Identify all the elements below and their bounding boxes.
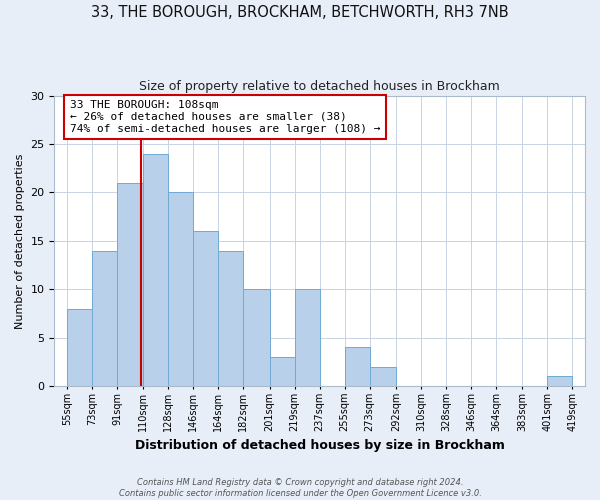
Bar — [117, 182, 143, 386]
Bar — [547, 376, 572, 386]
Y-axis label: Number of detached properties: Number of detached properties — [15, 153, 25, 328]
Text: 33 THE BOROUGH: 108sqm
← 26% of detached houses are smaller (38)
74% of semi-det: 33 THE BOROUGH: 108sqm ← 26% of detached… — [70, 100, 380, 134]
Title: Size of property relative to detached houses in Brockham: Size of property relative to detached ho… — [139, 80, 500, 93]
Bar — [169, 192, 193, 386]
Bar — [370, 366, 396, 386]
Text: Contains HM Land Registry data © Crown copyright and database right 2024.
Contai: Contains HM Land Registry data © Crown c… — [119, 478, 481, 498]
Bar — [193, 231, 218, 386]
Bar — [92, 250, 117, 386]
Text: 33, THE BOROUGH, BROCKHAM, BETCHWORTH, RH3 7NB: 33, THE BOROUGH, BROCKHAM, BETCHWORTH, R… — [91, 5, 509, 20]
Bar — [67, 308, 92, 386]
Bar — [295, 290, 320, 386]
X-axis label: Distribution of detached houses by size in Brockham: Distribution of detached houses by size … — [135, 440, 505, 452]
Bar — [345, 348, 370, 386]
Bar — [143, 154, 169, 386]
Bar — [244, 290, 269, 386]
Bar — [218, 250, 244, 386]
Bar — [269, 357, 295, 386]
